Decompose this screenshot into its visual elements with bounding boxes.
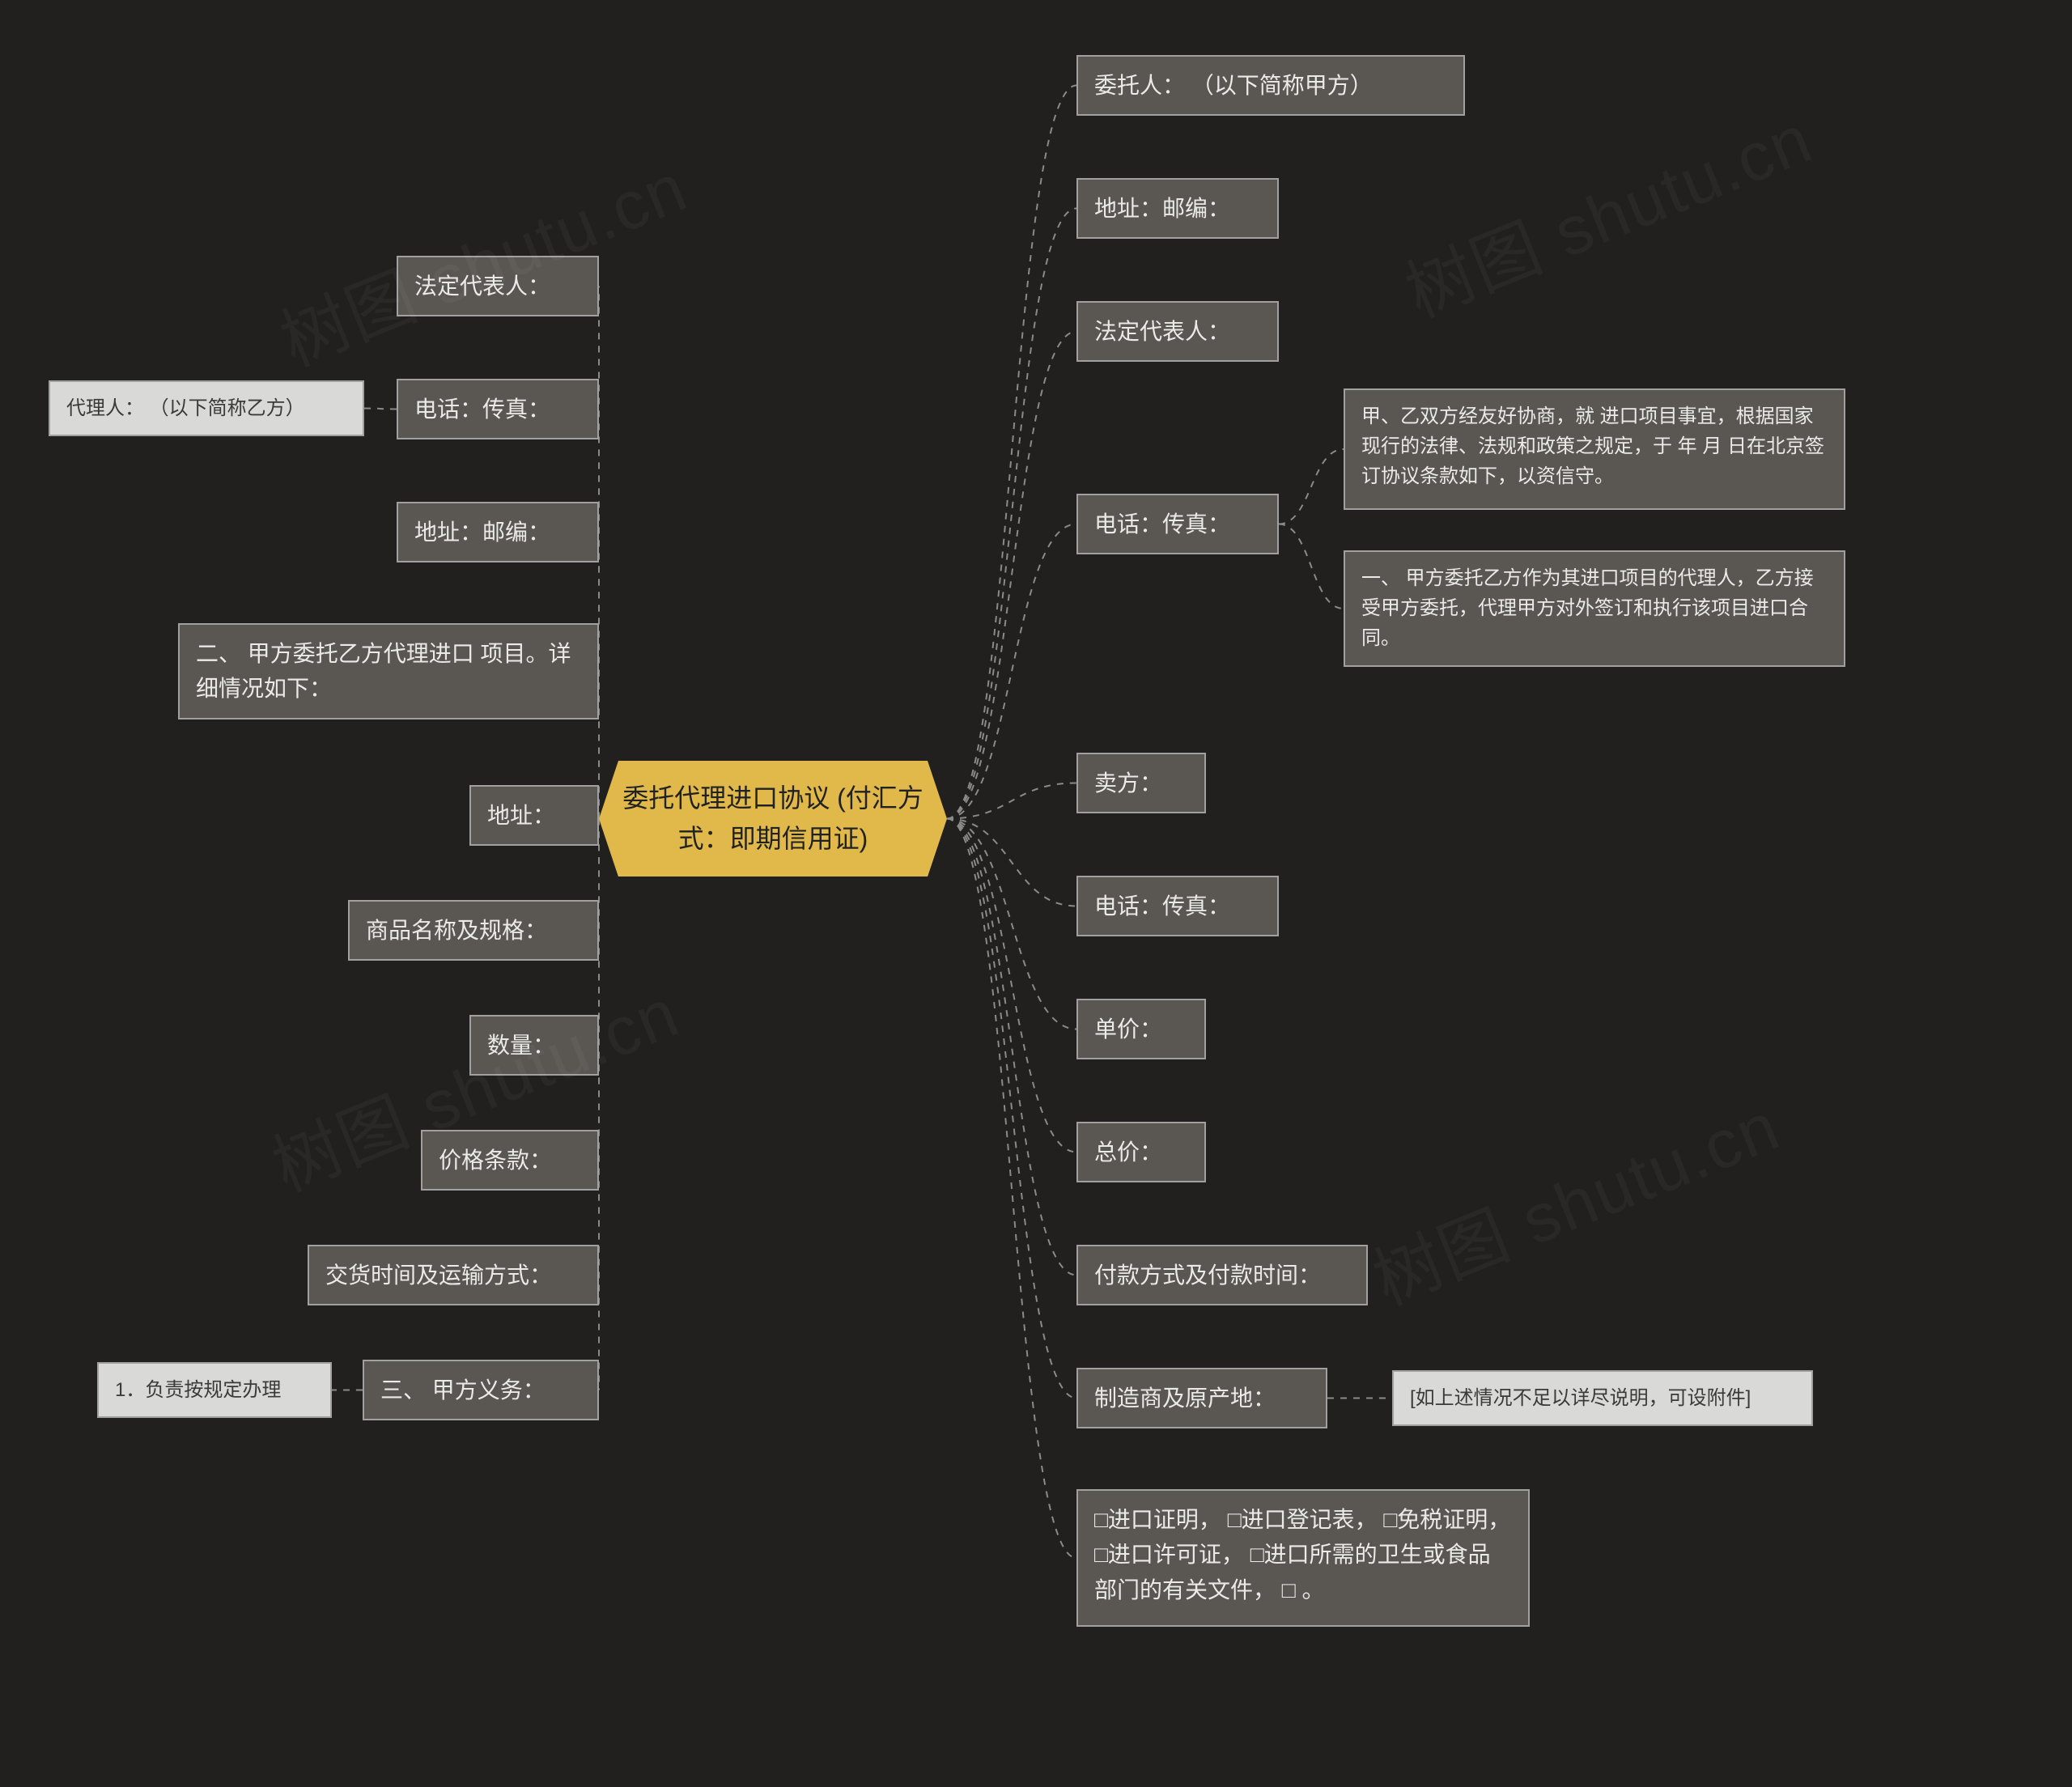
node-l7[interactable]: 数量： (469, 1015, 599, 1076)
node-r2[interactable]: 地址：邮编： (1076, 178, 1279, 239)
node-r4a[interactable]: 甲、乙双方经友好协商，就 进口项目事宜，根据国家现行的法律、法规和政策之规定，于… (1344, 388, 1845, 510)
node-r10[interactable]: 制造商及原产地： (1076, 1368, 1327, 1428)
node-l10[interactable]: 三、 甲方义务： (363, 1360, 599, 1420)
node-r3[interactable]: 法定代表人： (1076, 301, 1279, 362)
node-r1[interactable]: 委托人： （以下简称甲方） (1076, 55, 1465, 116)
mindmap-canvas: 委托代理进口协议 (付汇方式：即期信用证) 委托人： （以下简称甲方） 地址：邮编：… (0, 0, 2072, 1787)
node-l2a[interactable]: 代理人： （以下简称乙方） (49, 380, 364, 436)
node-l3[interactable]: 地址：邮编： (397, 502, 599, 562)
node-r4[interactable]: 电话：传真： (1076, 494, 1279, 554)
node-l10a[interactable]: 1．负责按规定办理 (97, 1362, 332, 1418)
node-r6[interactable]: 电话：传真： (1076, 876, 1279, 936)
center-node[interactable]: 委托代理进口协议 (付汇方式：即期信用证) (599, 761, 947, 877)
node-r5[interactable]: 卖方： (1076, 753, 1206, 813)
node-r10a[interactable]: [如上述情况不足以详尽说明，可设附件] (1392, 1370, 1813, 1426)
node-l9[interactable]: 交货时间及运输方式： (308, 1245, 599, 1305)
node-r9[interactable]: 付款方式及付款时间： (1076, 1245, 1368, 1305)
node-l8[interactable]: 价格条款： (421, 1130, 599, 1191)
node-r11[interactable]: □进口证明， □进口登记表， □免税证明， □进口许可证， □进口所需的卫生或食… (1076, 1489, 1530, 1627)
watermark: 树图 shutu.cn (1390, 85, 1825, 337)
node-l6[interactable]: 商品名称及规格： (348, 900, 599, 961)
node-l1[interactable]: 法定代表人： (397, 256, 599, 316)
watermark: 树图 shutu.cn (1357, 1072, 1793, 1324)
node-l4[interactable]: 二、 甲方委托乙方代理进口 项目。详细情况如下： (178, 623, 599, 719)
connector-layer (0, 0, 2072, 1787)
node-r8[interactable]: 总价： (1076, 1122, 1206, 1182)
node-r4b[interactable]: 一、 甲方委托乙方作为其进口项目的代理人，乙方接受甲方委托，代理甲方对外签订和执… (1344, 550, 1845, 667)
node-r7[interactable]: 单价： (1076, 999, 1206, 1059)
node-l5[interactable]: 地址： (469, 785, 599, 846)
node-l2[interactable]: 电话：传真： (397, 379, 599, 439)
